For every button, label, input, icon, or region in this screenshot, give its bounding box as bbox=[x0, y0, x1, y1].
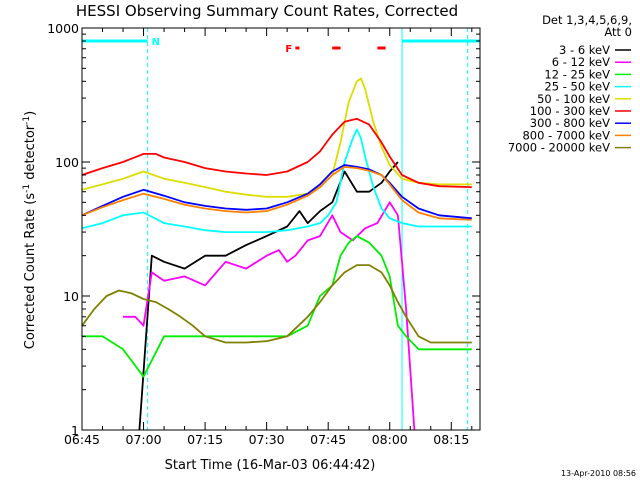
x-tick-label-0: 06:45 bbox=[64, 432, 100, 447]
y-axis-label-mid: detector bbox=[23, 124, 38, 184]
y-tick-label-2: 100 bbox=[55, 155, 79, 170]
night-flag-label: N bbox=[152, 37, 160, 48]
x-tick-label-1: 07:00 bbox=[126, 432, 162, 447]
y-axis-label-exp1: -1 bbox=[22, 184, 32, 193]
annotation-layer: NF bbox=[82, 28, 480, 430]
chart-title: HESSI Observing Summary Count Rates, Cor… bbox=[76, 2, 458, 20]
legend-label-2: 12 - 25 keV bbox=[544, 67, 610, 81]
legend-label-4: 50 - 100 keV bbox=[537, 92, 610, 106]
legend-label-3: 25 - 50 keV bbox=[544, 80, 610, 94]
series-line-8 bbox=[81, 264, 472, 344]
series-line-2 bbox=[82, 235, 472, 378]
series-layer bbox=[81, 77, 472, 431]
x-tick-label-6: 08:15 bbox=[433, 432, 469, 447]
flare-flag-label: F bbox=[285, 44, 292, 55]
series-line-1 bbox=[123, 201, 416, 431]
legend-header-line1: Det 1,3,4,5,6,9, bbox=[542, 13, 632, 27]
x-tick-label-4: 07:45 bbox=[310, 432, 346, 447]
series-line-5 bbox=[81, 117, 472, 188]
legend-label-8: 7000 - 20000 keV bbox=[508, 141, 610, 155]
legend-header-line2: Att 0 bbox=[604, 25, 632, 39]
legend-label-7: 800 - 7000 keV bbox=[522, 128, 610, 142]
legend-label-5: 100 - 300 keV bbox=[530, 104, 610, 118]
legend-label-0: 3 - 6 keV bbox=[559, 43, 610, 57]
series-line-6 bbox=[81, 164, 472, 220]
x-tick-label-3: 07:30 bbox=[249, 432, 285, 447]
y-tick-label-3: 1000 bbox=[47, 21, 79, 36]
y-axis-label-end: ) bbox=[23, 111, 38, 116]
x-axis-label: Start Time (16-Mar-03 06:44:42) bbox=[165, 458, 376, 473]
axes-layer: 06:45 07:00 07:15 07:30 07:45 08:00 08:15 1 10 10… bbox=[47, 21, 480, 447]
x-tick-label-2: 07:15 bbox=[187, 432, 223, 447]
x-tick-label-5: 08:00 bbox=[372, 432, 408, 447]
y-tick-label-1: 10 bbox=[63, 289, 79, 304]
y-tick-label-0: 1 bbox=[71, 423, 79, 438]
series-line-4 bbox=[81, 77, 472, 198]
y-axis-label-exp2: -1 bbox=[22, 116, 32, 125]
legend-label-6: 300 - 800 keV bbox=[530, 116, 610, 130]
plot-frame bbox=[81, 27, 481, 431]
series-line-0 bbox=[138, 161, 399, 431]
series-line-3 bbox=[81, 128, 472, 234]
y-axis-label-main: Corrected Count Rate (s bbox=[23, 193, 38, 350]
y-axis-label: Corrected Count Rate (s-1 detector-1) bbox=[22, 111, 38, 349]
legend-label-1: 6 - 12 keV bbox=[552, 55, 610, 69]
series-line-7 bbox=[81, 165, 472, 221]
footer-timestamp: 13-Apr-2010 08:56 bbox=[561, 469, 636, 478]
